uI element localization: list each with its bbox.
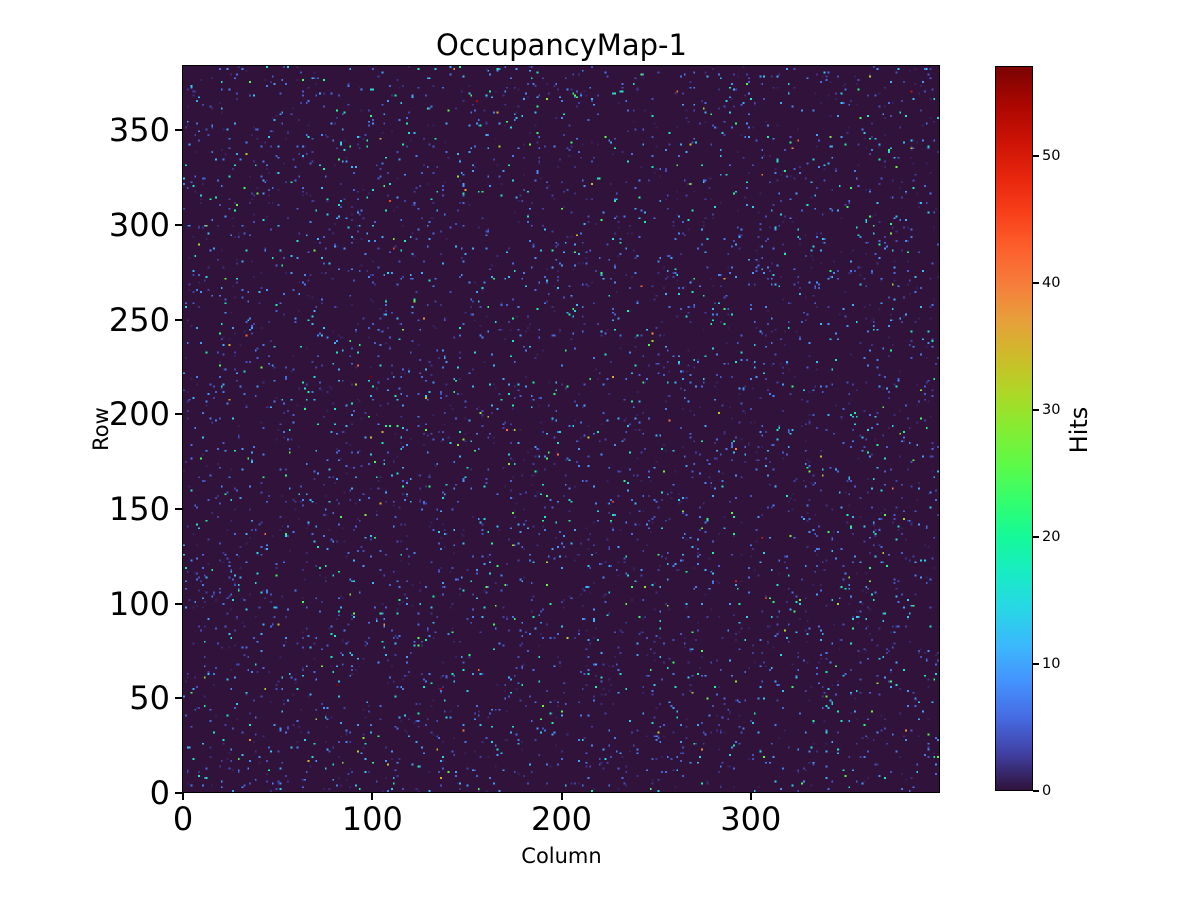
y-tick-label: 100 — [108, 584, 170, 623]
colorbar-tick-label: 10 — [1042, 656, 1061, 672]
colorbar-tick-mark — [1033, 282, 1039, 284]
y-tick-label: 250 — [108, 300, 170, 339]
heatmap-canvas — [183, 66, 939, 792]
y-tick-label: 300 — [108, 206, 170, 245]
y-tick-label: 350 — [108, 111, 170, 150]
y-tick-label: 50 — [129, 679, 170, 718]
x-tick-mark — [182, 793, 184, 800]
chart-title: OccupancyMap-1 — [436, 28, 687, 62]
y-tick-mark — [175, 697, 182, 700]
y-tick-mark — [175, 129, 182, 132]
colorbar-tick-mark — [1033, 155, 1039, 157]
y-tick-mark — [175, 508, 182, 510]
x-tick-mark — [371, 793, 374, 800]
y-tick-label: 150 — [108, 490, 170, 528]
y-tick-mark — [175, 792, 182, 794]
colorbar-tick-mark — [1033, 536, 1039, 538]
colorbar-label: Hits — [1065, 406, 1093, 454]
heatmap-plot-area — [182, 65, 940, 793]
x-tick-label: 0 — [172, 800, 194, 838]
colorbar-tick-label: 30 — [1042, 402, 1061, 418]
colorbar-tick-label: 20 — [1042, 529, 1061, 545]
y-tick-label: 200 — [108, 395, 170, 434]
colorbar-tick-label: 0 — [1042, 783, 1052, 799]
colorbar-tick-label: 50 — [1042, 148, 1061, 165]
x-tick-label: 200 — [530, 800, 593, 838]
y-axis-label: Row — [89, 407, 113, 451]
y-tick-mark — [175, 318, 182, 321]
colorbar-tick-mark — [1033, 663, 1039, 665]
x-tick-label: 300 — [720, 800, 782, 838]
colorbar-tick-mark — [1033, 409, 1039, 411]
y-tick-mark — [175, 224, 182, 227]
y-tick-mark — [175, 602, 182, 605]
colorbar-tick-label: 40 — [1042, 275, 1061, 292]
x-tick-label: 100 — [341, 800, 403, 838]
colorbar-tick-mark — [1033, 790, 1039, 792]
x-tick-mark — [560, 793, 563, 800]
colorbar — [995, 66, 1033, 791]
x-axis-label: Column — [521, 844, 602, 868]
x-tick-mark — [749, 793, 752, 800]
y-tick-mark — [175, 413, 182, 416]
y-tick-label: 0 — [149, 774, 170, 812]
